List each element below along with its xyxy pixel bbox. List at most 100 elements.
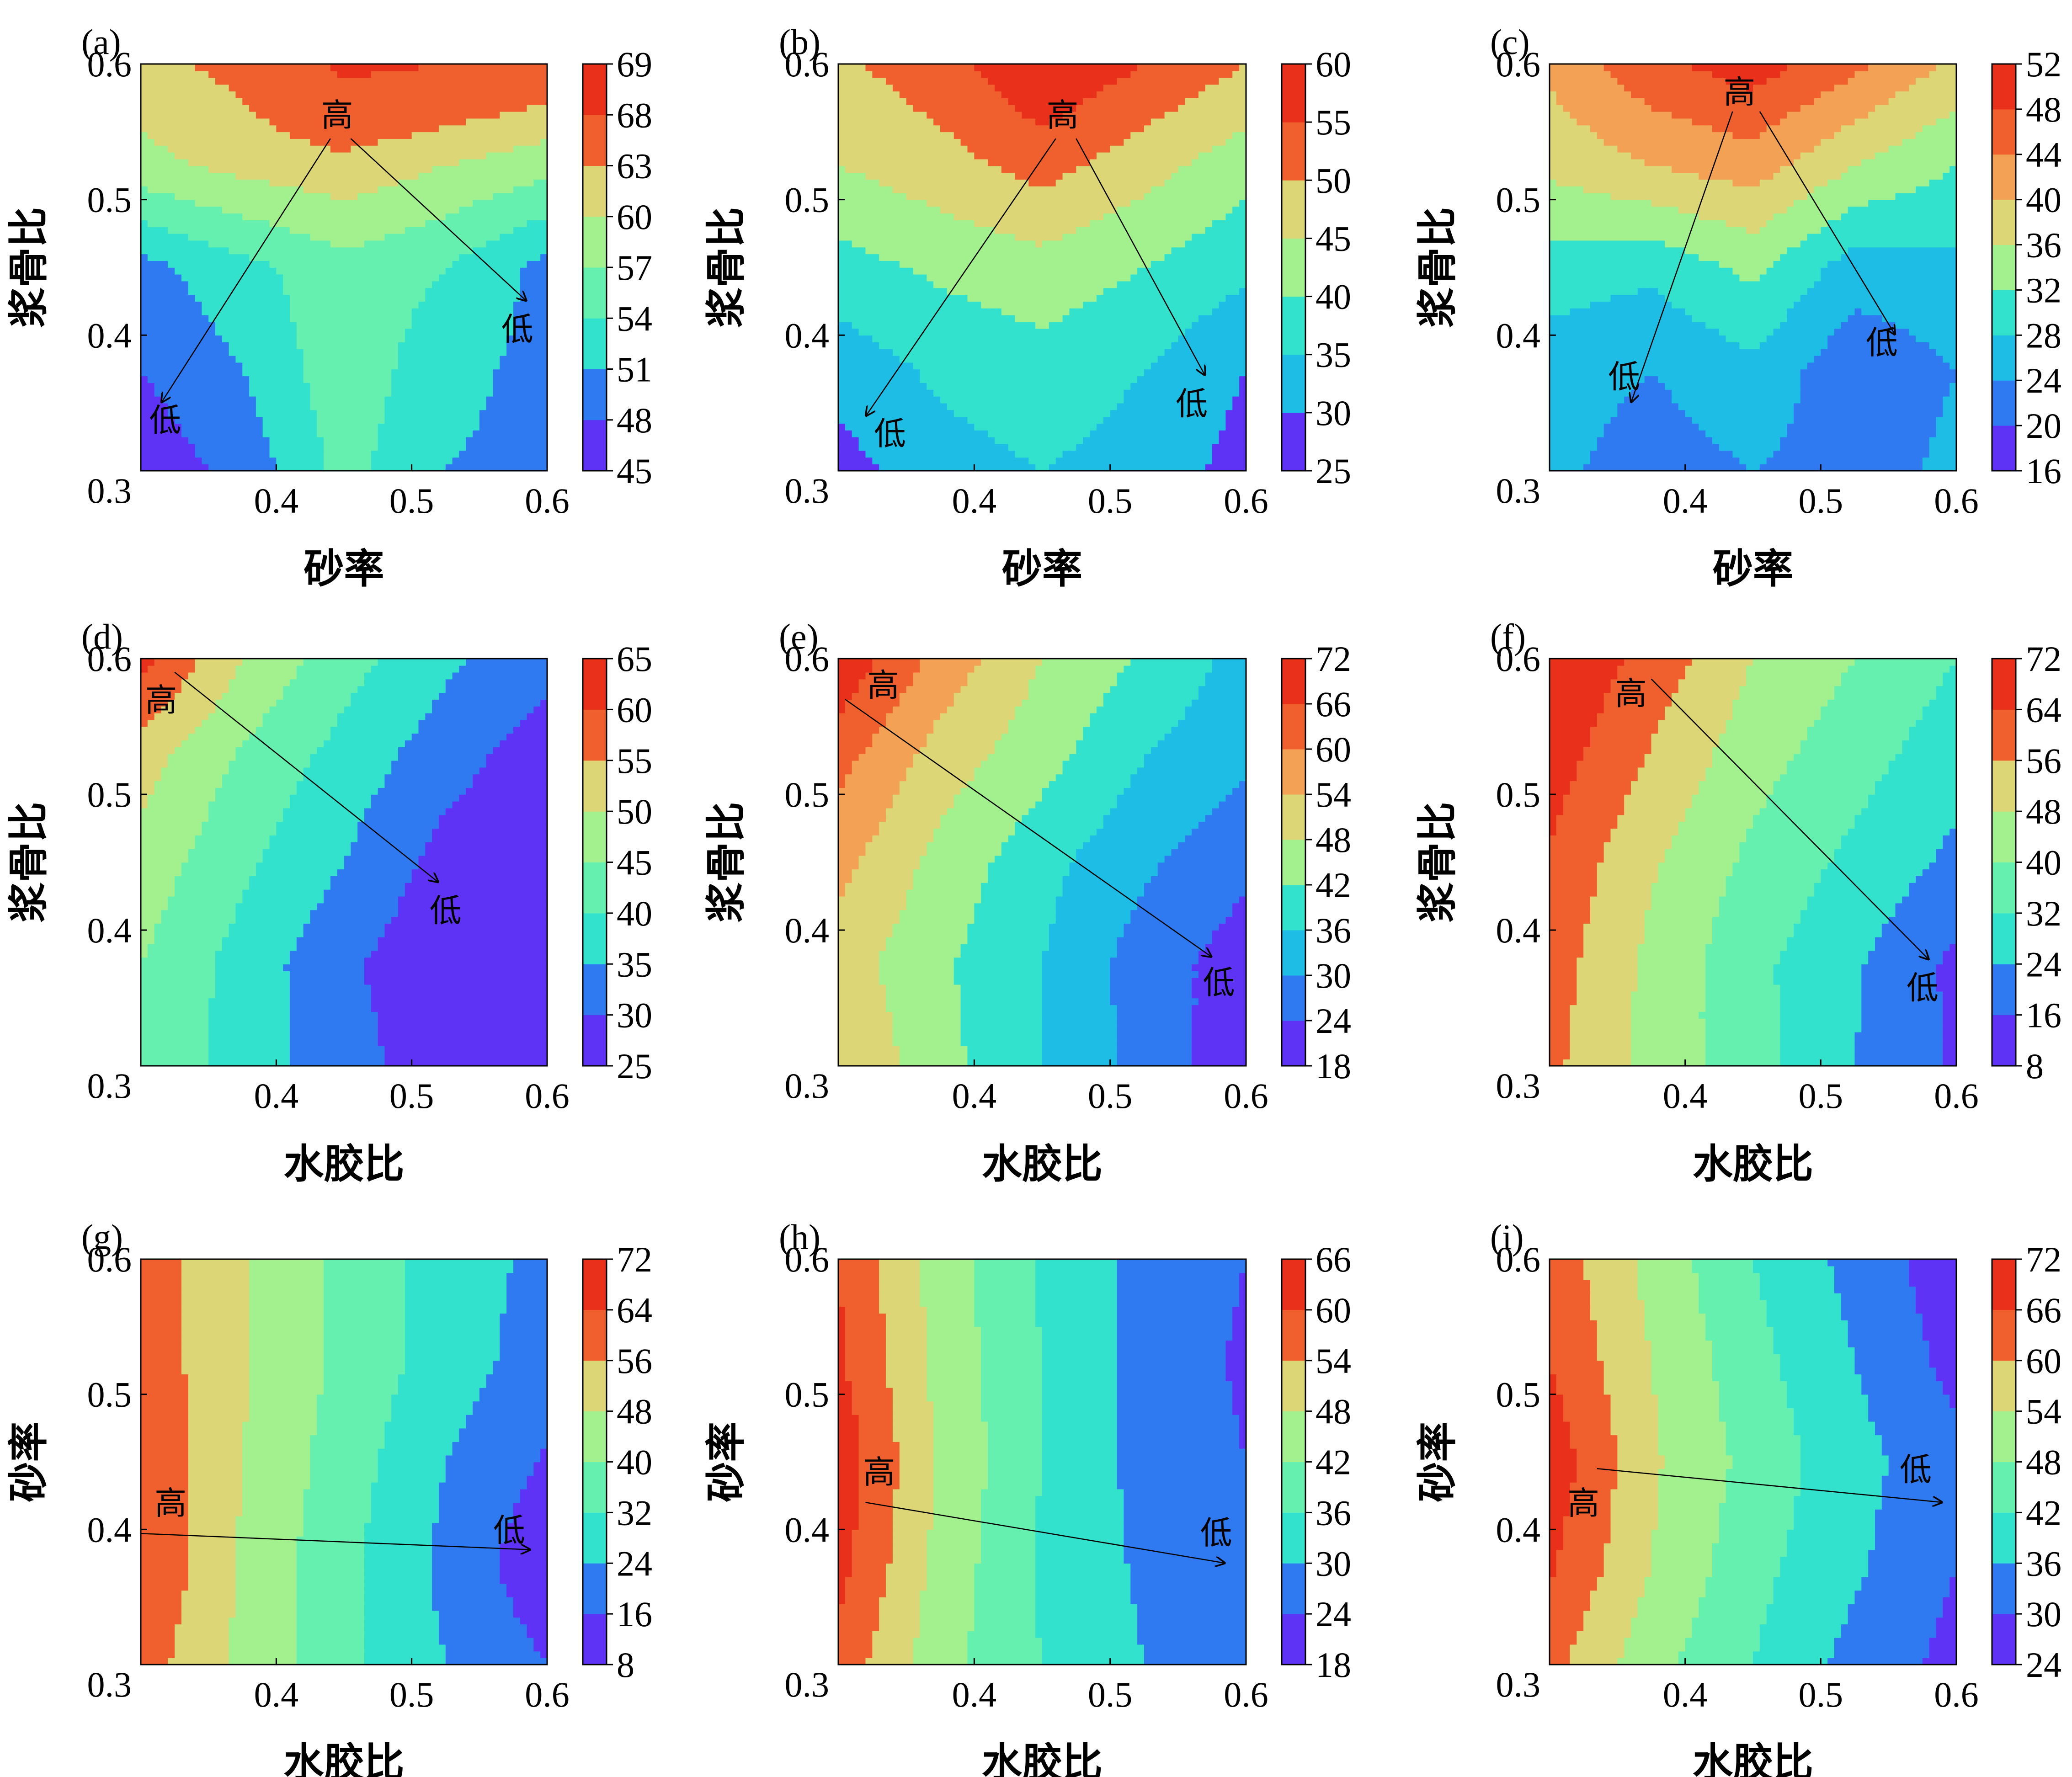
contour-cell [270, 281, 277, 288]
contour-cell [229, 213, 236, 220]
contour-cell [270, 145, 277, 153]
contour-cell [425, 267, 432, 275]
contour-cell [317, 376, 324, 383]
contour-cell [371, 410, 378, 417]
contour-cell [453, 451, 460, 458]
contour-cell [283, 186, 290, 193]
contour-cell [263, 78, 270, 85]
contour-cell [270, 451, 277, 458]
contour-cell [439, 457, 446, 464]
contour-cell [486, 322, 494, 329]
contour-cell [391, 322, 399, 329]
contour-cell [181, 64, 189, 71]
contour-cell [418, 369, 426, 377]
contour-cell [222, 342, 229, 349]
contour-cell [276, 356, 283, 363]
contour-cell [446, 267, 453, 275]
contour-cell [453, 416, 460, 424]
contour-cell [425, 416, 432, 424]
contour-cell [324, 240, 331, 248]
contour-cell [412, 267, 419, 275]
contour-cell [446, 78, 453, 85]
contour-cell [418, 356, 426, 363]
contour-cell [466, 444, 473, 451]
contour-cell [500, 383, 507, 390]
contour-cell [242, 301, 250, 309]
contour-cell [493, 125, 500, 133]
contour-cell [215, 193, 223, 200]
contour-cell [378, 349, 385, 356]
contour-cell [235, 112, 243, 119]
contour-cell [235, 207, 243, 214]
contour-cell [398, 207, 405, 214]
contour-cell [364, 294, 372, 302]
contour-cell [364, 376, 372, 383]
contour-cell [330, 254, 338, 261]
contour-cell [283, 315, 290, 322]
contour-cell [398, 322, 405, 329]
contour-cell [249, 376, 256, 383]
contour-cell [384, 240, 392, 248]
contour-cell [351, 369, 358, 377]
contour-cell [425, 274, 432, 282]
contour-cell [242, 220, 250, 227]
contour-cell [357, 267, 365, 275]
contour-cell [418, 85, 426, 92]
contour-cell [351, 451, 358, 458]
contour-cell [290, 383, 297, 390]
contour-cell [337, 78, 345, 85]
contour-cell [486, 294, 494, 302]
contour-cell [141, 274, 148, 282]
contour-cell [533, 396, 541, 404]
contour-cell [229, 342, 236, 349]
contour-cell [446, 159, 453, 166]
contour-cell [459, 85, 466, 92]
contour-cell [486, 179, 494, 186]
contour-cell [527, 349, 534, 356]
contour-cell [405, 410, 412, 417]
contour-cell [371, 369, 378, 377]
contour-cell [242, 416, 250, 424]
contour-cell [242, 85, 250, 92]
contour-cell [364, 240, 372, 248]
contour-cell [175, 132, 182, 139]
contour-cell [351, 78, 358, 85]
contour-cell [364, 416, 372, 424]
contour-cell [479, 301, 487, 309]
contour-cell [527, 369, 534, 377]
contour-cell [188, 322, 196, 329]
contour-cell [202, 308, 209, 315]
contour-cell [418, 410, 426, 417]
contour-cell [235, 85, 243, 92]
contour-cell [493, 166, 500, 173]
contour-cell [208, 410, 216, 417]
contour-cell [195, 159, 202, 166]
contour-cell [249, 308, 256, 315]
contour-cell [188, 362, 196, 370]
contour-cell [479, 234, 487, 241]
contour-cell [378, 294, 385, 302]
contour-cell [141, 166, 148, 173]
contour-cell [412, 261, 419, 268]
contour-cell [412, 308, 419, 315]
contour-cell [432, 437, 439, 444]
contour-cell [270, 105, 277, 112]
contour-cell [222, 78, 229, 85]
contour-cell [540, 410, 548, 417]
contour-cell [195, 294, 202, 302]
contour-cell [357, 112, 365, 119]
contour-cell [500, 105, 507, 112]
contour-cell [324, 356, 331, 363]
contour-cell [357, 240, 365, 248]
contour-cell [235, 288, 243, 295]
contour-cell [208, 71, 216, 78]
contour-cell [188, 376, 196, 383]
contour-cell [297, 213, 304, 220]
contour-cell [181, 315, 189, 322]
contour-cell [215, 437, 223, 444]
contour-cell [235, 416, 243, 424]
contour-cell [249, 342, 256, 349]
contour-cell [425, 172, 432, 180]
contour-cell [371, 383, 378, 390]
contour-cell [304, 213, 311, 220]
